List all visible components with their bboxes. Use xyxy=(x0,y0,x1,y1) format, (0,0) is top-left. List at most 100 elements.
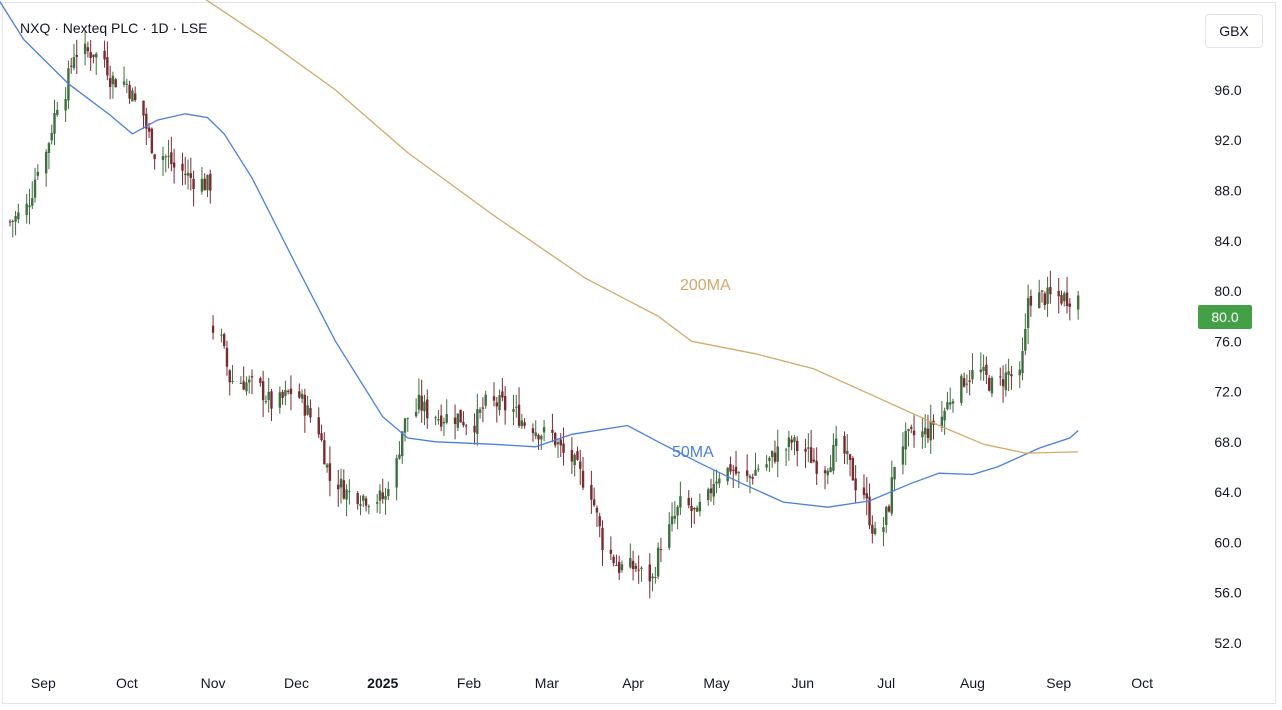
x-tick-label: Dec xyxy=(284,675,309,691)
candle-body xyxy=(929,421,932,441)
candle-body xyxy=(442,421,446,424)
y-tick-label: 76.0 xyxy=(1214,333,1241,349)
candle-body xyxy=(921,431,924,438)
candle-body xyxy=(609,549,613,554)
y-tick-label: 72.0 xyxy=(1214,384,1241,400)
candle-body xyxy=(809,447,813,463)
candle-body xyxy=(47,143,51,153)
candle-body xyxy=(562,443,565,453)
candle-body xyxy=(164,156,167,158)
candle-body xyxy=(871,524,874,534)
candle-body xyxy=(1021,351,1024,374)
x-tick-label: 2025 xyxy=(367,675,398,691)
candle-body xyxy=(1001,379,1005,387)
candle-body xyxy=(8,221,12,223)
x-tick-label: Sep xyxy=(31,675,56,691)
candle-body xyxy=(270,391,273,409)
candle-body xyxy=(960,375,963,403)
candle-body xyxy=(570,450,574,462)
candle-body xyxy=(979,369,983,373)
x-tick-label: Aug xyxy=(960,675,985,691)
candle-body xyxy=(184,173,187,175)
candle-body xyxy=(145,113,148,129)
candle-body xyxy=(108,78,112,87)
candle-body xyxy=(679,496,682,508)
candle-body xyxy=(982,366,985,371)
candle-body xyxy=(590,485,593,500)
candle-body xyxy=(1057,290,1060,297)
candle-body xyxy=(707,489,710,500)
candle-body xyxy=(464,425,468,427)
candle-body xyxy=(551,429,554,433)
candle-body xyxy=(362,495,365,501)
candle-body xyxy=(757,468,760,470)
x-tick-label: Mar xyxy=(535,675,559,691)
candle-body xyxy=(829,467,832,473)
candle-body xyxy=(885,506,888,525)
candle-body xyxy=(484,394,487,406)
candle-body xyxy=(1040,290,1044,292)
candle-body xyxy=(298,391,301,398)
candle-body xyxy=(1043,293,1046,306)
y-tick-label: 96.0 xyxy=(1214,82,1241,98)
y-tick-label: 56.0 xyxy=(1214,585,1241,601)
candle-body xyxy=(259,378,262,383)
candle-body xyxy=(620,564,624,571)
candle-body xyxy=(851,457,855,481)
candle-body xyxy=(122,81,126,85)
candle-body xyxy=(364,498,368,506)
candle-body xyxy=(439,415,443,427)
candle-body xyxy=(31,198,34,206)
candle-body xyxy=(1046,287,1049,304)
candles-group xyxy=(8,30,1080,599)
candle-body xyxy=(617,561,621,573)
candle-body xyxy=(69,65,73,67)
candle-body xyxy=(153,154,156,160)
candle-body xyxy=(598,516,601,527)
candle-body xyxy=(95,53,98,58)
candle-body xyxy=(659,549,663,551)
candle-body xyxy=(576,451,579,460)
candle-body xyxy=(261,381,265,401)
candle-body xyxy=(167,155,170,157)
candle-body xyxy=(267,391,270,401)
candle-body xyxy=(943,410,946,421)
candle-body xyxy=(317,417,320,435)
candle-body xyxy=(971,370,974,380)
candle-body xyxy=(44,151,48,174)
candle-body xyxy=(125,83,129,85)
candle-body xyxy=(912,430,916,436)
currency-button[interactable]: GBX xyxy=(1205,14,1263,48)
candle-body xyxy=(192,178,195,190)
candle-body xyxy=(426,399,429,419)
candle-body xyxy=(225,347,229,367)
candle-body xyxy=(1007,371,1010,375)
candle-body xyxy=(423,401,426,412)
x-tick-label: Sep xyxy=(1046,675,1071,691)
candle-body xyxy=(790,439,793,443)
candle-body xyxy=(337,484,340,490)
candle-body xyxy=(554,432,557,446)
candle-body xyxy=(709,488,713,494)
candle-body xyxy=(648,564,651,582)
candle-body xyxy=(161,156,165,161)
candle-body xyxy=(793,437,796,442)
candle-body xyxy=(375,502,379,504)
candle-body xyxy=(131,90,134,102)
candle-body xyxy=(250,376,254,378)
candle-body xyxy=(401,431,404,457)
candle-body xyxy=(89,51,92,58)
candle-body xyxy=(50,132,53,141)
candle-body xyxy=(926,428,930,439)
candle-body xyxy=(92,54,95,57)
candle-body xyxy=(637,569,640,571)
candle-body xyxy=(1026,298,1030,328)
candle-body xyxy=(737,472,741,474)
candle-body xyxy=(745,470,749,476)
ma-line-200ma xyxy=(205,0,1079,454)
symbol-title[interactable]: NXQ · Nexteq PLC · 1D · LSE xyxy=(20,20,208,36)
candle-body xyxy=(734,466,738,474)
candle-body xyxy=(203,178,206,191)
candle-body xyxy=(923,427,927,435)
